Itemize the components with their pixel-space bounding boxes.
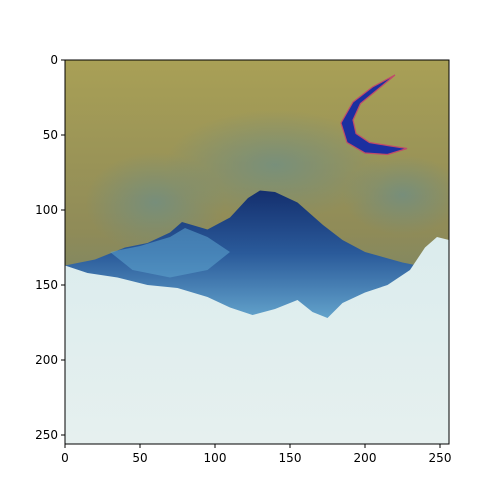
x-tick-label: 150 — [279, 451, 302, 465]
x-tick-label: 200 — [354, 451, 377, 465]
axes-frame — [64, 59, 450, 445]
y-axis: 0 50 100 150 200 250 — [35, 53, 65, 442]
y-tick-label: 250 — [35, 428, 58, 442]
y-tick-label: 200 — [35, 353, 58, 367]
y-tick-label: 100 — [35, 203, 58, 217]
x-tick-label: 50 — [132, 451, 147, 465]
x-tick-label: 250 — [429, 451, 452, 465]
x-tick-label: 100 — [204, 451, 227, 465]
x-tick-label: 0 — [61, 451, 69, 465]
moon-crescent — [340, 74, 408, 156]
mountain-ridge-highlight — [110, 228, 230, 278]
y-tick-label: 0 — [50, 53, 58, 67]
y-tick-label: 50 — [43, 128, 58, 142]
cloud-shape — [342, 155, 449, 235]
plot-area — [65, 60, 449, 444]
snow-foreground — [65, 237, 449, 444]
y-tick-label: 150 — [35, 278, 58, 292]
x-axis: 0 50 100 150 200 250 — [61, 444, 451, 465]
